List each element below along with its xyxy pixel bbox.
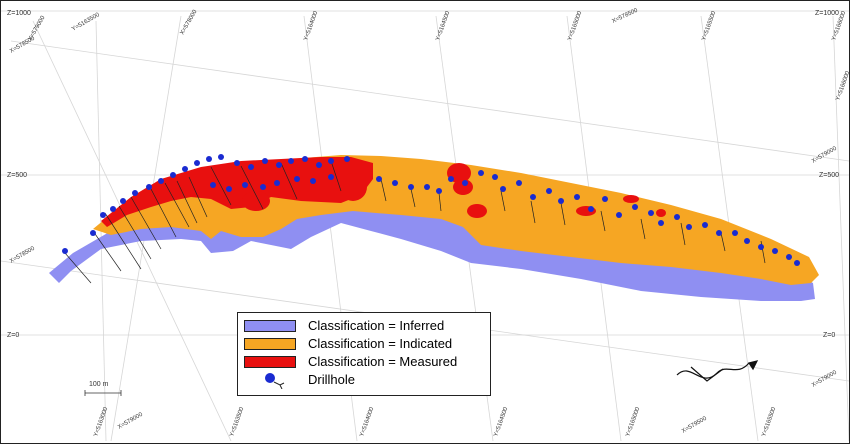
bottom-coord-4: Y=5164000: [359, 406, 375, 438]
top-coord-4: Y=5164000: [303, 10, 319, 42]
legend-item-drillhole: Drillhole: [238, 371, 490, 389]
drillhole-traces: [64, 160, 766, 284]
side-coord-right-upper: Y=5166000: [835, 70, 849, 102]
top-coord-2: Y=5163500: [71, 12, 101, 33]
top-coord-6: Y=5165000: [567, 10, 583, 42]
bottom-coord-7: X=579500: [681, 415, 708, 434]
inferred-swatch: [244, 320, 296, 332]
z-label-mid-right: Z=500: [819, 172, 839, 179]
legend-label-measured: Classification = Measured: [308, 354, 458, 369]
drillhole-icon: [265, 373, 285, 389]
z-label-top-left: Z=1000: [7, 10, 31, 17]
z-label-low-right: Z=0: [823, 332, 835, 339]
measured-swatch: [244, 356, 296, 368]
drillhole-collars: [62, 154, 800, 266]
bottom-coord-3: Y=5163500: [229, 406, 245, 438]
legend-item-indicated: Classification = Indicated: [238, 335, 490, 353]
side-coord-left-upper: X=578500: [9, 35, 36, 54]
bottom-coord-2: X=579000: [117, 411, 144, 430]
top-coord-8: Y=5165500: [701, 10, 717, 42]
z-label-top-right: Z=1000: [815, 10, 839, 17]
z-label-low-left: Z=0: [7, 332, 19, 339]
side-coord-right-mid: X=579000: [811, 145, 838, 164]
bottom-coord-6: Y=5165000: [625, 406, 641, 438]
bottom-coord-5: Y=5164500: [493, 406, 509, 438]
indicated-swatch: [244, 338, 296, 350]
bottom-coord-1: Y=5163000: [93, 406, 109, 438]
legend-item-measured: Classification = Measured: [238, 353, 490, 371]
side-coord-left-lower: X=578500: [9, 245, 36, 264]
scale-bar-label: 100 m: [89, 381, 109, 388]
north-arrow-icon: [676, 360, 759, 382]
top-coord-7: X=578500: [611, 7, 639, 24]
legend-label-indicated: Classification = Indicated: [308, 336, 453, 351]
legend-label-drillhole: Drillhole: [308, 372, 355, 387]
bottom-coord-8: Y=5165500: [761, 406, 777, 438]
z-label-mid-left: Z=500: [7, 172, 27, 179]
legend-label-inferred: Classification = Inferred: [308, 318, 445, 333]
legend-item-inferred: Classification = Inferred: [238, 317, 490, 335]
top-coord-3: X=578000: [180, 9, 199, 36]
legend: Classification = Inferred Classification…: [237, 312, 491, 396]
scale-bar: [84, 390, 122, 396]
